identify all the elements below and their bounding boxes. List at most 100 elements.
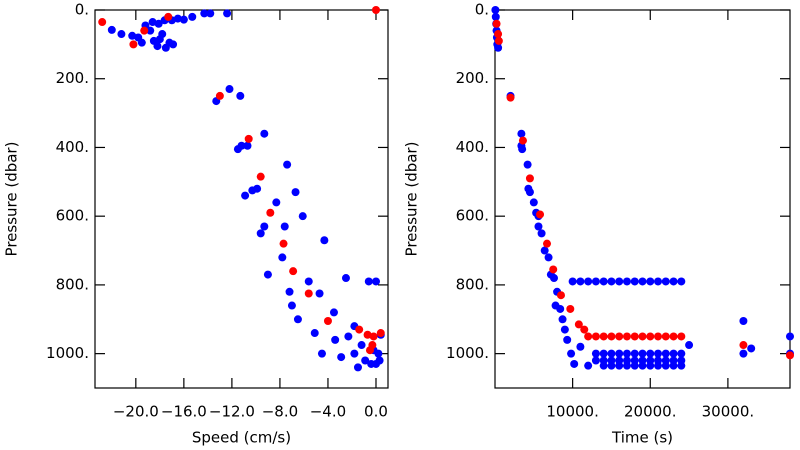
x-tick-label: −12.0 <box>209 403 255 421</box>
data-point <box>153 42 162 51</box>
data-point <box>337 353 346 362</box>
data-point <box>329 308 338 317</box>
data-point <box>137 38 146 47</box>
data-point <box>615 349 624 358</box>
x-axis-label: Speed (cm/s) <box>192 429 291 447</box>
data-point <box>615 361 624 370</box>
data-point <box>661 332 670 341</box>
data-point <box>638 361 647 370</box>
data-point <box>638 332 647 341</box>
data-point <box>599 277 608 286</box>
data-point <box>669 277 678 286</box>
data-point <box>739 349 748 358</box>
data-point <box>256 229 265 238</box>
data-point <box>544 253 553 262</box>
data-point <box>107 25 116 34</box>
data-point <box>363 330 372 339</box>
data-point <box>365 346 374 355</box>
data-point <box>786 332 794 341</box>
data-point <box>677 277 686 286</box>
data-point <box>607 349 616 358</box>
data-point <box>630 332 639 341</box>
data-point <box>669 332 678 341</box>
data-point <box>494 36 503 45</box>
data-point <box>534 222 543 231</box>
data-point <box>215 91 224 100</box>
data-point <box>591 332 600 341</box>
x-axis-label: Time (s) <box>611 429 673 447</box>
data-point <box>570 359 579 368</box>
data-point <box>129 40 138 49</box>
data-point <box>287 301 296 310</box>
data-point <box>607 277 616 286</box>
data-point <box>550 274 558 283</box>
data-point <box>344 332 353 341</box>
y-tick-label: 800. <box>456 275 489 293</box>
data-point <box>646 332 655 341</box>
data-point <box>200 9 209 18</box>
data-point <box>677 349 686 358</box>
data-point <box>364 277 373 286</box>
data-point <box>529 198 538 207</box>
data-point <box>310 329 319 338</box>
data-point <box>646 361 655 370</box>
y-tick-label: 1000. <box>446 344 489 362</box>
data-point <box>558 315 567 324</box>
data-point <box>584 277 593 286</box>
data-point <box>371 277 380 286</box>
data-point <box>669 361 678 370</box>
data-point <box>298 212 307 221</box>
data-point <box>584 361 593 370</box>
data-point <box>568 277 577 286</box>
data-point <box>236 91 245 100</box>
data-point <box>786 351 794 360</box>
x-tick-label: −4.0 <box>310 403 346 421</box>
data-point <box>580 325 589 334</box>
x-tick-label: 30000. <box>702 403 755 421</box>
data-point <box>646 277 655 286</box>
data-point <box>148 18 157 27</box>
data-point <box>371 6 380 14</box>
data-point <box>355 325 364 334</box>
data-point <box>630 277 639 286</box>
data-point <box>677 361 686 370</box>
data-point <box>591 277 600 286</box>
data-point <box>591 356 600 365</box>
data-point <box>164 12 173 21</box>
x-tick-label: 0.0 <box>364 403 388 421</box>
data-point <box>494 30 503 39</box>
plot-frame <box>494 9 791 389</box>
data-point <box>563 335 572 344</box>
data-point <box>576 277 585 286</box>
data-point <box>622 277 631 286</box>
data-point <box>280 222 289 231</box>
x-tick-label: −8.0 <box>262 403 298 421</box>
y-tick-label: 0. <box>475 1 489 19</box>
data-point <box>146 26 155 35</box>
data-point <box>622 332 631 341</box>
data-point <box>560 325 569 334</box>
data-point <box>556 291 565 300</box>
plot-frame <box>94 9 389 389</box>
y-tick-label: 1000. <box>46 344 89 362</box>
data-point <box>537 229 546 238</box>
data-point <box>517 129 526 138</box>
data-point <box>173 14 182 23</box>
data-point <box>263 270 272 279</box>
data-point <box>566 304 575 313</box>
data-point <box>661 277 670 286</box>
y-tick-label: 0. <box>75 1 89 19</box>
data-point <box>369 332 378 341</box>
data-point <box>225 85 234 94</box>
data-point <box>630 349 639 358</box>
data-point <box>357 341 366 350</box>
data-point <box>615 277 624 286</box>
data-point <box>317 349 326 358</box>
data-point <box>375 356 384 365</box>
data-point <box>739 341 748 350</box>
data-point <box>646 349 655 358</box>
data-point <box>272 198 281 207</box>
y-axis-label: Pressure (dbar) <box>3 142 21 257</box>
y-tick-label: 200. <box>56 69 89 87</box>
data-point <box>376 329 385 338</box>
